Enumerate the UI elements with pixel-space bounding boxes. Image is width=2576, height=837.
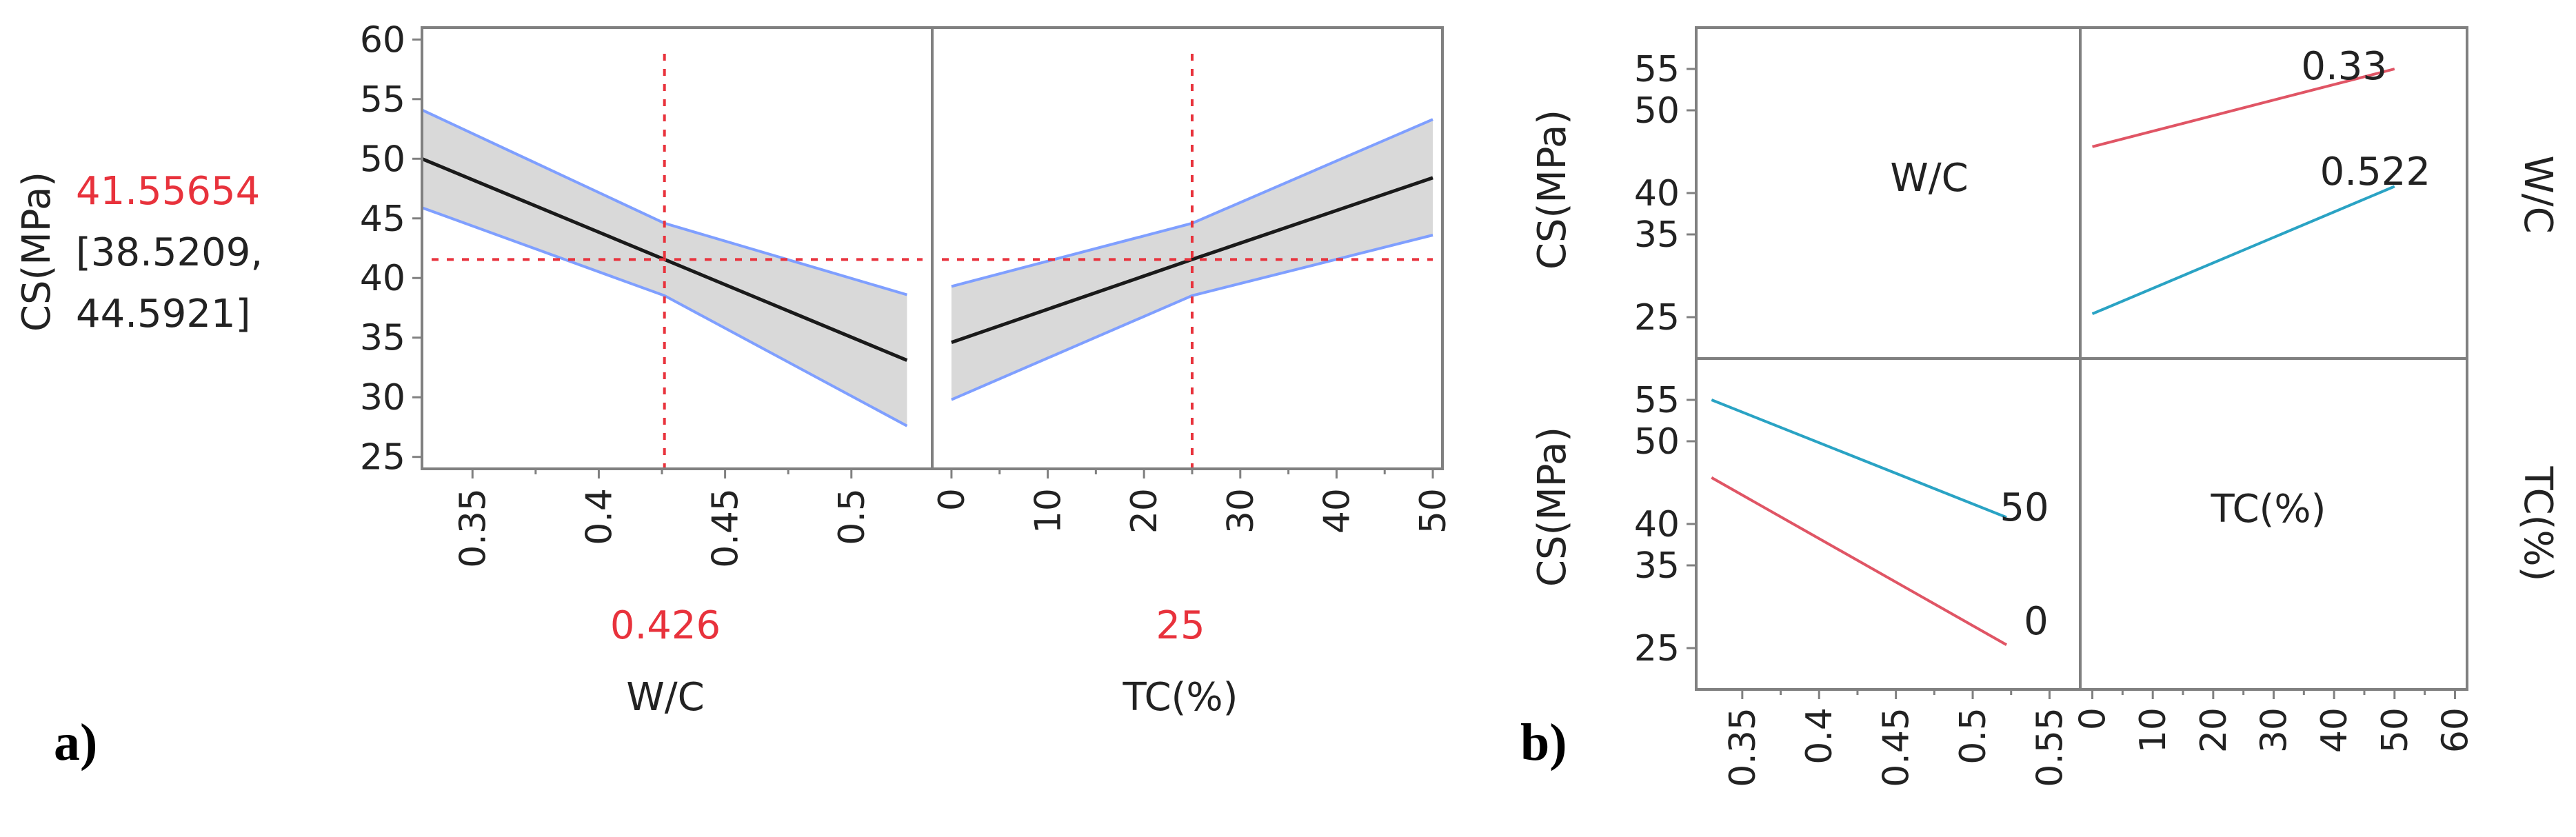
x-tick-label: 50 xyxy=(1413,488,1454,534)
x-tick-label: 0.4 xyxy=(1799,707,1840,765)
y-tick-label: 40 xyxy=(360,258,405,299)
y-tick-label: 30 xyxy=(360,377,405,418)
x-tick-label: 0.35 xyxy=(452,488,494,568)
y-axis-ticks: 25 30 35 40 45 50 55 60 xyxy=(360,19,422,478)
panel-a-label: a) xyxy=(54,714,97,772)
y-tick-label: 40 xyxy=(1634,504,1680,545)
x-tick-label: 0.45 xyxy=(1876,707,1918,787)
wc-x-ticks: 0.35 0.4 0.45 0.5 xyxy=(452,469,873,568)
y-tick-label: 35 xyxy=(360,318,405,359)
x-tick-label: 0 xyxy=(2073,707,2114,730)
x-tick-label: 0.4 xyxy=(578,488,620,545)
tc-axis-label: TC(%) xyxy=(1123,675,1238,720)
series-line-0 xyxy=(1711,476,2008,646)
tc-current-value: 25 xyxy=(1156,603,1205,648)
y-tick-label: 55 xyxy=(1634,380,1680,421)
x-tick-label: 60 xyxy=(2435,707,2476,753)
tc-profile-plot: 0 10 20 30 40 50 25 TC(%) xyxy=(931,26,1454,720)
panel-a-ylabel: CS(MPa) xyxy=(14,172,59,332)
wc-current-value: 0.426 xyxy=(610,603,721,648)
x-tick-label: 0.5 xyxy=(1953,707,1994,765)
panel-b-side-label-tc: TC(%) xyxy=(2515,466,2560,582)
x-tick-label: 10 xyxy=(1028,488,1069,534)
y-tick-label: 25 xyxy=(1634,297,1680,339)
y-tick-label: 40 xyxy=(1634,173,1680,214)
x-tick-label: 20 xyxy=(1124,488,1165,534)
tc-plot-frame xyxy=(931,26,1444,470)
y-tick-label: 55 xyxy=(360,79,405,121)
series-label-50: 50 xyxy=(2000,485,2049,530)
y-tick-label: 35 xyxy=(1634,545,1680,587)
panel-b-ylabel-top: CS(MPa) xyxy=(1530,110,1575,270)
wc-lower-limit-line xyxy=(421,206,908,427)
series-line-50 xyxy=(1711,399,2007,519)
panel-b-tc-x-ticks: 0 10 20 30 40 50 60 xyxy=(2073,689,2476,753)
predicted-value: 41.55654 xyxy=(76,169,260,214)
series-line-0.33 xyxy=(2092,68,2395,148)
diag-tc-label: TC(%) xyxy=(2211,487,2326,532)
x-tick-label: 30 xyxy=(1220,488,1262,534)
tc-fit-line xyxy=(951,176,1433,344)
panel-b-ylabel-bottom: CS(MPa) xyxy=(1530,427,1575,587)
y-tick-label: 55 xyxy=(1634,49,1680,90)
x-tick-label: 0.55 xyxy=(2029,707,2071,787)
x-tick-label: 40 xyxy=(2314,707,2355,753)
x-tick-label: 30 xyxy=(2254,707,2295,753)
panel-b-side-label-wc: W/C xyxy=(2515,155,2560,233)
matrix-cell-wc-label: W/C xyxy=(1890,156,1968,201)
wc-axis-label: W/C xyxy=(626,675,704,720)
x-tick-label: 0 xyxy=(932,488,973,511)
y-tick-label: 50 xyxy=(1634,421,1680,463)
matrix-cell-tc-label: TC(%) xyxy=(2211,487,2326,532)
diag-wc-label: W/C xyxy=(1890,156,1968,201)
x-tick-label: 50 xyxy=(2375,707,2416,753)
series-label-0.522: 0.522 xyxy=(2320,150,2431,194)
y-tick-label: 60 xyxy=(360,19,405,61)
series-label-0: 0 xyxy=(2024,599,2049,644)
y-tick-label: 35 xyxy=(1634,214,1680,256)
tc-lower-limit-line xyxy=(951,234,1433,401)
series-label-0.33: 0.33 xyxy=(2301,44,2387,89)
tc-x-ticks: 0 10 20 30 40 50 xyxy=(932,469,1454,534)
x-tick-label: 40 xyxy=(1316,488,1358,534)
ci-upper-text: 44.5921] xyxy=(76,292,250,336)
y-tick-label: 25 xyxy=(1634,628,1680,669)
y-tick-label: 45 xyxy=(360,199,405,240)
y-tick-label: 50 xyxy=(360,139,405,180)
x-tick-label: 10 xyxy=(2133,707,2174,753)
wc-profile-plot: 0.35 0.4 0.45 0.5 0.426 W/C xyxy=(421,26,934,720)
y-tick-label: 25 xyxy=(360,437,405,478)
series-line-0.522 xyxy=(2091,185,2395,316)
x-tick-label: 20 xyxy=(2193,707,2235,753)
interaction-bottom-left: 50 0 xyxy=(1711,399,2049,646)
x-tick-label: 0.45 xyxy=(705,488,747,568)
x-tick-label: 0.35 xyxy=(1722,707,1764,787)
y-tick-label: 50 xyxy=(1634,90,1680,132)
ci-lower-text: [38.5209, xyxy=(76,230,263,275)
x-tick-label: 0.5 xyxy=(832,488,873,545)
panel-b-label: b) xyxy=(1520,714,1567,772)
interaction-top-right: 0.33 0.522 xyxy=(2091,44,2431,316)
panel-b-wc-x-ticks: 0.35 0.4 0.45 0.5 0.55 xyxy=(1722,689,2071,787)
